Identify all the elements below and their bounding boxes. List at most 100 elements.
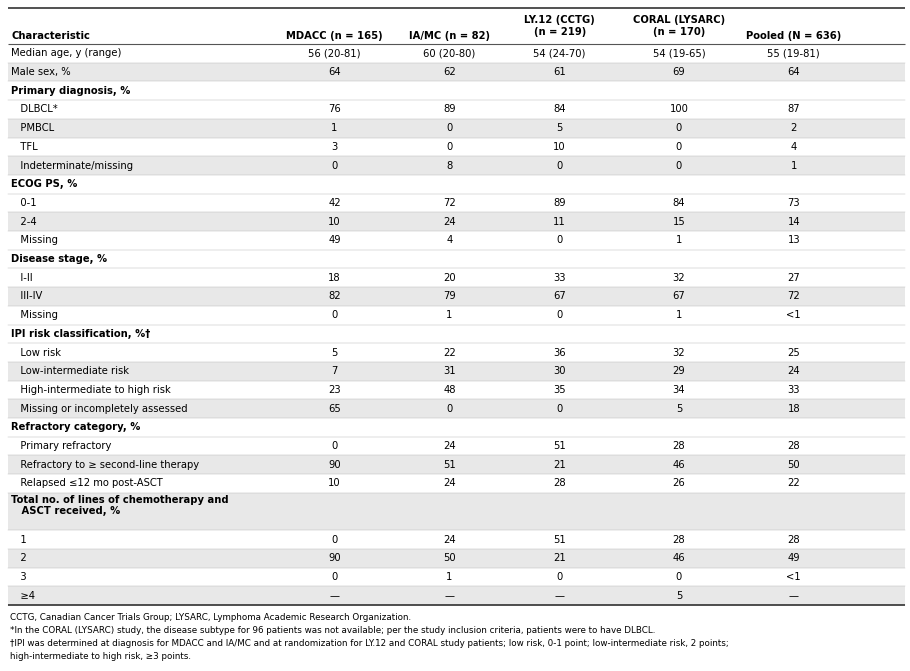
Text: <1: <1 bbox=[786, 572, 801, 582]
Text: 51: 51 bbox=[553, 535, 566, 545]
Text: 65: 65 bbox=[329, 404, 341, 413]
Text: Median age, y (range): Median age, y (range) bbox=[11, 48, 121, 58]
Text: 82: 82 bbox=[329, 291, 341, 301]
Text: Low risk: Low risk bbox=[11, 348, 61, 358]
Text: 18: 18 bbox=[787, 404, 800, 413]
Text: 1: 1 bbox=[446, 310, 452, 320]
Text: 72: 72 bbox=[787, 291, 800, 301]
Text: 28: 28 bbox=[553, 478, 566, 488]
Bar bbox=[8, 287, 905, 306]
Text: 35: 35 bbox=[553, 385, 566, 395]
Bar bbox=[8, 119, 905, 138]
Text: 0: 0 bbox=[676, 123, 682, 133]
Text: LY.12 (CCTG): LY.12 (CCTG) bbox=[524, 15, 595, 25]
Text: 14: 14 bbox=[787, 217, 800, 227]
Text: 33: 33 bbox=[787, 385, 800, 395]
Text: 50: 50 bbox=[787, 460, 800, 470]
Bar bbox=[8, 456, 905, 474]
Text: 0: 0 bbox=[446, 404, 452, 413]
Text: ≥4: ≥4 bbox=[11, 590, 35, 601]
Text: I-II: I-II bbox=[11, 272, 33, 282]
Text: 0: 0 bbox=[331, 160, 338, 170]
Text: 4: 4 bbox=[446, 236, 452, 246]
Text: Low-intermediate risk: Low-intermediate risk bbox=[11, 366, 129, 376]
Text: 54 (24-70): 54 (24-70) bbox=[533, 48, 586, 58]
Text: 0: 0 bbox=[446, 123, 452, 133]
Text: 89: 89 bbox=[553, 198, 566, 208]
Text: 60 (20-80): 60 (20-80) bbox=[423, 48, 475, 58]
Text: (n = 219): (n = 219) bbox=[533, 27, 586, 37]
Text: 5: 5 bbox=[331, 348, 338, 358]
Text: 0: 0 bbox=[557, 310, 562, 320]
Text: 0: 0 bbox=[331, 535, 338, 545]
Text: 0: 0 bbox=[676, 572, 682, 582]
Bar bbox=[8, 493, 905, 530]
Text: 33: 33 bbox=[553, 272, 566, 282]
Text: 22: 22 bbox=[787, 478, 800, 488]
Text: 0: 0 bbox=[557, 404, 562, 413]
Text: 24: 24 bbox=[443, 217, 456, 227]
Text: 1: 1 bbox=[676, 236, 682, 246]
Text: 22: 22 bbox=[443, 348, 456, 358]
Text: 21: 21 bbox=[553, 554, 566, 563]
Text: 64: 64 bbox=[787, 67, 800, 77]
Text: 49: 49 bbox=[329, 236, 341, 246]
Text: 0: 0 bbox=[331, 310, 338, 320]
Bar bbox=[8, 62, 905, 81]
Text: 42: 42 bbox=[329, 198, 341, 208]
Text: Missing or incompletely assessed: Missing or incompletely assessed bbox=[11, 404, 187, 413]
Text: *In the CORAL (LYSARC) study, the disease subtype for 96 patients was not availa: *In the CORAL (LYSARC) study, the diseas… bbox=[10, 626, 655, 635]
Text: 46: 46 bbox=[672, 460, 685, 470]
Bar bbox=[8, 212, 905, 231]
Text: 50: 50 bbox=[443, 554, 456, 563]
Text: 0: 0 bbox=[557, 572, 562, 582]
Text: 79: 79 bbox=[443, 291, 456, 301]
Text: 36: 36 bbox=[553, 348, 566, 358]
Text: —: — bbox=[444, 590, 454, 601]
Text: 0: 0 bbox=[446, 142, 452, 152]
Bar bbox=[8, 399, 905, 418]
Text: 3: 3 bbox=[11, 572, 26, 582]
Text: 0-1: 0-1 bbox=[11, 198, 36, 208]
Text: IA/MC (n = 82): IA/MC (n = 82) bbox=[409, 31, 490, 41]
Bar bbox=[8, 586, 905, 605]
Text: 72: 72 bbox=[443, 198, 456, 208]
Text: Relapsed ≤12 mo post-ASCT: Relapsed ≤12 mo post-ASCT bbox=[11, 478, 163, 488]
Text: —: — bbox=[329, 590, 339, 601]
Text: 15: 15 bbox=[672, 217, 685, 227]
Text: 20: 20 bbox=[443, 272, 456, 282]
Text: 0: 0 bbox=[676, 142, 682, 152]
Text: 2: 2 bbox=[11, 554, 26, 563]
Text: 56 (20-81): 56 (20-81) bbox=[308, 48, 360, 58]
Text: 25: 25 bbox=[787, 348, 800, 358]
Bar bbox=[8, 549, 905, 568]
Text: <1: <1 bbox=[786, 310, 801, 320]
Text: 51: 51 bbox=[443, 460, 456, 470]
Text: high-intermediate to high risk, ≥3 points.: high-intermediate to high risk, ≥3 point… bbox=[10, 652, 191, 661]
Text: 31: 31 bbox=[443, 366, 456, 376]
Text: 27: 27 bbox=[787, 272, 800, 282]
Text: 67: 67 bbox=[553, 291, 566, 301]
Text: III-IV: III-IV bbox=[11, 291, 43, 301]
Text: 8: 8 bbox=[446, 160, 452, 170]
Text: 76: 76 bbox=[329, 105, 341, 115]
Text: 0: 0 bbox=[331, 572, 338, 582]
Text: 64: 64 bbox=[329, 67, 341, 77]
Text: 13: 13 bbox=[787, 236, 800, 246]
Text: Male sex, %: Male sex, % bbox=[11, 67, 71, 77]
Text: Pooled (N = 636): Pooled (N = 636) bbox=[746, 31, 842, 41]
Text: 49: 49 bbox=[787, 554, 800, 563]
Text: 61: 61 bbox=[553, 67, 566, 77]
Text: 10: 10 bbox=[329, 478, 341, 488]
Text: 2: 2 bbox=[791, 123, 797, 133]
Text: 0: 0 bbox=[331, 441, 338, 451]
Text: 1: 1 bbox=[446, 572, 452, 582]
Text: Disease stage, %: Disease stage, % bbox=[11, 254, 107, 264]
Text: 73: 73 bbox=[787, 198, 800, 208]
Text: 48: 48 bbox=[443, 385, 456, 395]
Text: 87: 87 bbox=[787, 105, 800, 115]
Text: CORAL (LYSARC): CORAL (LYSARC) bbox=[632, 15, 725, 25]
Text: 28: 28 bbox=[672, 441, 685, 451]
Text: 1: 1 bbox=[11, 535, 26, 545]
Text: (n = 170): (n = 170) bbox=[652, 27, 705, 37]
